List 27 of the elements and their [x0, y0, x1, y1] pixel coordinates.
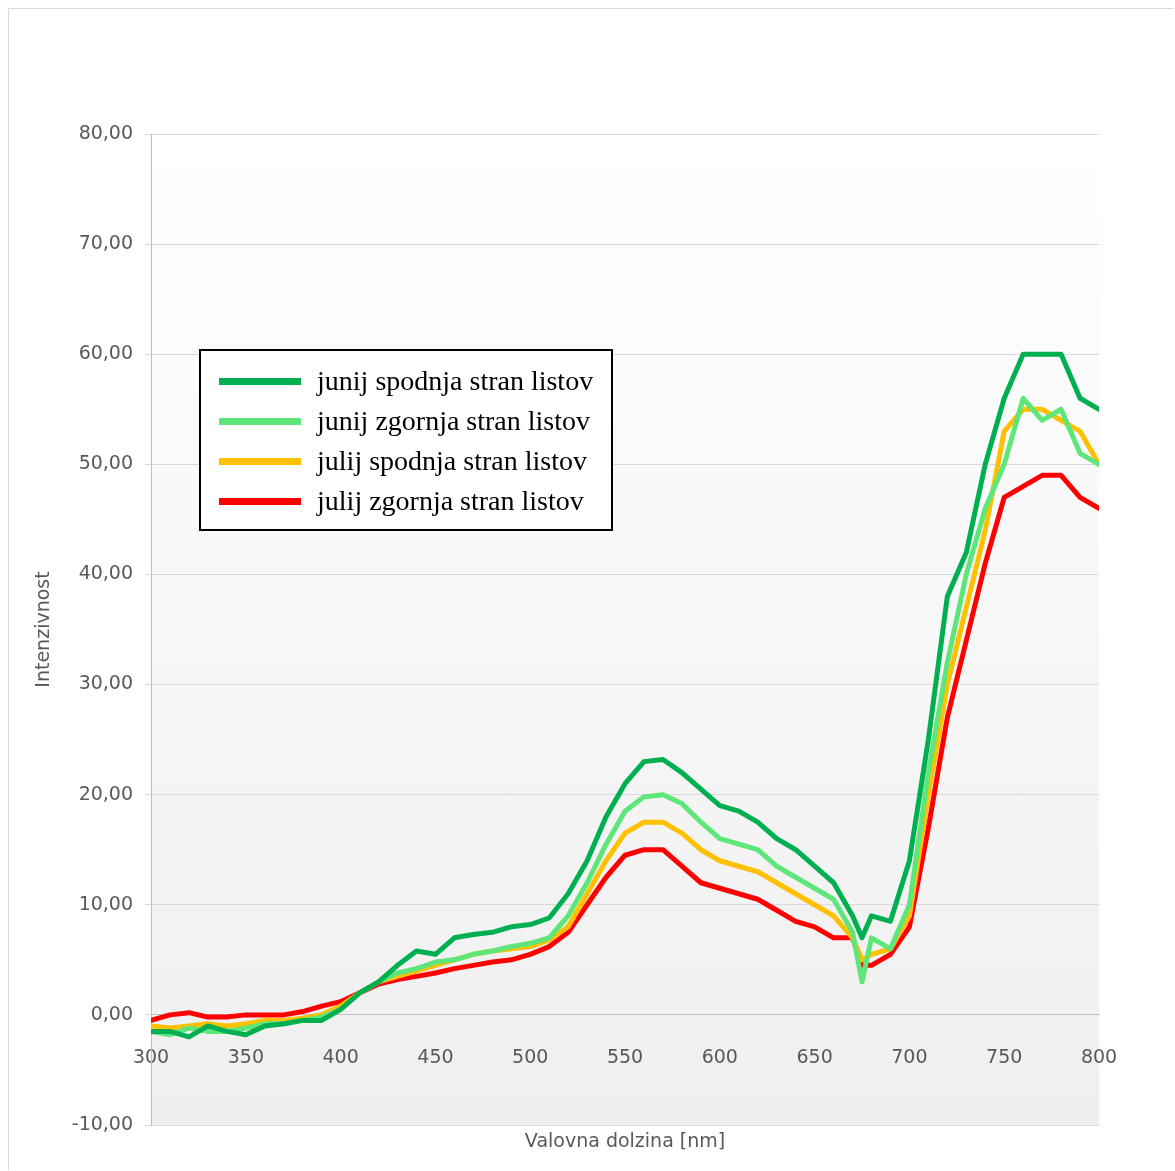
- x-tick-label: 400: [322, 1045, 359, 1068]
- x-tick-label: 700: [891, 1045, 928, 1068]
- y-tick-label: -10,00: [71, 1111, 134, 1134]
- y-tick-label: 40,00: [78, 561, 134, 584]
- y-tick-label: 60,00: [78, 341, 134, 364]
- y-tick-label: 10,00: [78, 891, 134, 914]
- x-tick-label: 450: [417, 1045, 454, 1068]
- y-tick-label: 50,00: [78, 451, 134, 474]
- y-tick-label: 0,00: [90, 1001, 134, 1024]
- x-tick-label: 750: [986, 1045, 1023, 1068]
- x-axis-title: Valovna dolzina [nm]: [524, 1129, 726, 1152]
- x-tick-label: 350: [227, 1045, 264, 1068]
- legend-label: junij spodnja stran listov: [317, 365, 594, 397]
- x-tick-label: 300: [132, 1045, 170, 1068]
- x-tick-label: 500: [512, 1045, 549, 1068]
- x-tick-label: 650: [796, 1045, 833, 1068]
- y-tick-label: 80,00: [78, 120, 134, 143]
- legend-label: julij zgornja stran listov: [317, 485, 584, 517]
- y-axis-title: Intenzivnost: [31, 571, 54, 688]
- x-tick-label: 800: [1080, 1045, 1118, 1068]
- legend-label: julij spodnja stran listov: [317, 445, 587, 477]
- legend-label: junij zgornja stran listov: [317, 405, 591, 437]
- y-tick-label: 30,00: [78, 671, 134, 694]
- y-tick-label: 70,00: [78, 231, 134, 254]
- x-tick-label: 550: [606, 1045, 644, 1068]
- y-tick-label: 20,00: [78, 781, 134, 804]
- x-tick-label: 600: [701, 1045, 738, 1068]
